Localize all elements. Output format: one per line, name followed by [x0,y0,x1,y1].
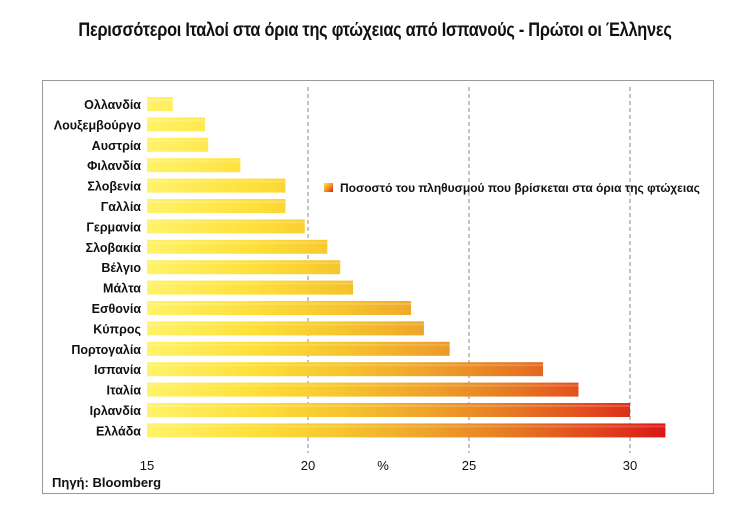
bar [147,178,286,193]
category-label: Γερμανία [86,220,141,234]
bar [147,341,450,356]
x-tick-label: 30 [623,458,637,473]
bar-highlight [147,364,544,367]
category-label: Ιρλανδία [90,404,142,418]
bar [147,362,544,377]
category-label: Εσθονία [92,302,142,316]
bar-highlight [147,99,173,101]
bar [147,382,579,397]
category-label: Σλοβακία [86,241,142,255]
bar [147,403,630,417]
category-label: Κύπρος [93,322,141,336]
category-label: Πορτογαλία [71,343,141,357]
bar-highlight [147,221,305,224]
x-axis-unit: % [377,458,389,473]
category-label: Ιταλία [107,384,142,398]
bar-highlight [147,160,241,163]
category-label: Μάλτα [103,282,141,296]
chart-title: Περισσότεροι Ιταλοί στα όρια της φτώχεια… [78,20,672,41]
category-label: Λουξεμβούργο [54,118,142,132]
bar-highlight [147,282,354,285]
x-tick-label: 20 [301,458,315,473]
bar [147,158,241,173]
x-tick-label: 25 [462,458,476,473]
category-label: Ελλάδα [96,424,141,438]
bar-highlight [147,405,630,407]
bar [147,301,412,315]
bar-highlight [147,303,412,305]
bar [147,199,286,213]
category-label: Γαλλία [101,200,142,214]
category-label: Αυστρία [92,139,142,153]
bar [147,117,205,132]
legend-swatch [324,183,333,192]
source-note: Πηγή: Bloomberg [52,475,161,490]
bar [147,239,328,254]
category-label: Βέλγιο [101,261,141,275]
bar-highlight [147,384,579,387]
category-label: Ισπανία [94,363,141,377]
bar [147,260,341,275]
bar-chart: Ολλανδία Λουξεμβούργο Αυστρία Φιλανδία Σλοβε… [52,87,700,490]
bar-highlight [147,323,424,326]
bar-highlight [147,180,286,183]
bar-highlight [147,343,450,346]
bar-highlight [147,139,209,142]
category-label: Φιλανδία [87,159,141,173]
category-label: Σλοβενία [87,180,141,194]
category-label: Ολλανδία [84,98,141,112]
bar-highlight [147,201,286,203]
chart-frame: Ολλανδία Λουξεμβούργο Αυστρία Φιλανδία Σλοβε… [42,80,714,494]
bar [147,219,305,234]
bar [147,97,173,111]
x-tick-label: 15 [140,458,154,473]
bar [147,321,424,336]
bar-highlight [147,262,341,265]
bar-highlight [147,241,328,244]
legend-label: Ποσοστό του πληθυσμού που βρίσκεται στα … [340,181,700,195]
bar [147,280,354,295]
bar [147,423,666,438]
bar-highlight [147,119,205,122]
bar [147,137,209,152]
bar-highlight [147,425,666,428]
